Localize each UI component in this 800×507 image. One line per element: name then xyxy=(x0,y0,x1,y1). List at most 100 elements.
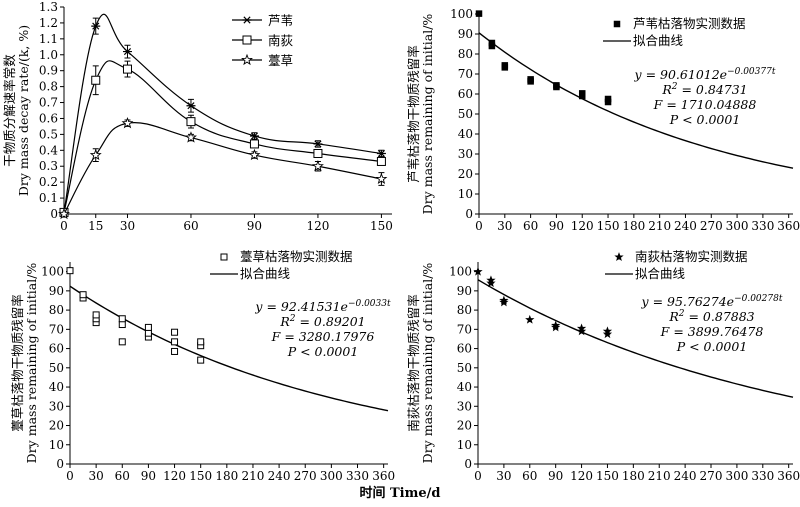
legend-label-points: 南荻枯落物实测数据 xyxy=(635,249,748,264)
x-tick-label: 15 xyxy=(88,219,103,233)
x-tick-label: 270 xyxy=(700,219,723,233)
y-tick-label: 80 xyxy=(49,303,64,317)
y-tick-label: 70 xyxy=(49,322,64,336)
fit-equation-exponent: −0.0033t xyxy=(348,299,391,309)
x-tick-label: 150 xyxy=(596,469,619,483)
legend-label: 薹草 xyxy=(268,53,293,68)
y-axis-title-en: Dry mass remaining of initial/% xyxy=(24,263,39,464)
y-tick-label: 10 xyxy=(49,438,64,452)
fit-curve xyxy=(478,32,794,169)
y-tick-label: 0.2 xyxy=(39,175,58,189)
data-point xyxy=(122,64,132,74)
x-tick-label: 300 xyxy=(726,219,749,233)
y-axis-title-zh: 干物质分解速率常数 xyxy=(2,54,17,167)
y-tick-label: 60 xyxy=(458,87,473,101)
data-point xyxy=(488,39,496,47)
data-point xyxy=(171,328,179,336)
y-tick-label: 40 xyxy=(49,380,64,394)
y-tick-label: 0.1 xyxy=(39,191,58,205)
series-3 xyxy=(58,116,388,220)
fit-equation-base: y = 95.76274e xyxy=(641,294,735,309)
x-tick-label: 90 xyxy=(247,219,262,233)
y-axis-title: 干物质分解速率常数Dry mass decay rate/(k, %) xyxy=(2,25,31,196)
x-tick-label: 270 xyxy=(700,469,723,483)
data-point xyxy=(313,140,323,148)
y-axis-title-en: Dry mass remaining of initial/% xyxy=(420,263,435,464)
x-tick-label: 330 xyxy=(751,469,774,483)
data-point xyxy=(118,321,126,329)
y-tick-label: 50 xyxy=(49,361,64,375)
r-squared-sup: 2 xyxy=(671,82,678,92)
x-tick-label: 90 xyxy=(548,469,563,483)
y-tick-label: 30 xyxy=(458,147,473,161)
y-tick-label: 0.6 xyxy=(39,111,58,125)
data-point xyxy=(311,159,324,172)
y-tick-label: 90 xyxy=(49,284,64,298)
x-tick-label: 120 xyxy=(163,469,186,483)
y-tick-label: 40 xyxy=(457,380,472,394)
x-tick-label: 180 xyxy=(622,469,645,483)
x-tick-label: 360 xyxy=(372,469,395,483)
y-tick-label: 60 xyxy=(457,342,472,356)
data-point xyxy=(501,62,509,69)
data-point xyxy=(313,148,323,158)
fit-stat-line: y = 95.76274e−0.00278t xyxy=(641,294,783,309)
legend-label-curve: 拟合曲线 xyxy=(635,266,686,281)
x-tick-label: 90 xyxy=(141,469,156,483)
x-tick-label: 120 xyxy=(571,219,594,233)
x-tick-label: 60 xyxy=(522,469,537,483)
x-tick-label: 300 xyxy=(320,469,343,483)
legend-label: 南荻 xyxy=(268,33,294,48)
data-point xyxy=(66,267,74,275)
data-point xyxy=(184,131,197,143)
x-tick-label: 210 xyxy=(648,219,671,233)
x-tick-label: 60 xyxy=(523,219,538,233)
data-point xyxy=(118,315,126,323)
x-tick-label: 180 xyxy=(622,219,645,233)
data-point xyxy=(376,149,386,158)
data-point xyxy=(576,323,587,333)
x-tick-label: 150 xyxy=(597,219,620,233)
data-point xyxy=(118,338,126,346)
y-tick-label: 0.5 xyxy=(39,127,58,141)
x-tick-label: 150 xyxy=(189,469,212,483)
y-tick-label: 1.0 xyxy=(39,48,58,62)
r-squared-value: = 0.87883 xyxy=(685,309,755,324)
x-tick-label: 60 xyxy=(115,469,130,483)
x-tick-label: 30 xyxy=(496,469,511,483)
legend-marker xyxy=(614,252,624,261)
y-axis-title-zh: 薹草枯落物干物质残留率 xyxy=(10,294,25,432)
y-tick-label: 60 xyxy=(49,342,64,356)
data-point xyxy=(499,295,509,305)
x-tick-label: 30 xyxy=(88,469,103,483)
x-tick-label: 300 xyxy=(725,469,748,483)
data-point xyxy=(122,48,132,56)
x-tick-label: 360 xyxy=(777,469,800,483)
r-squared-r: R xyxy=(668,309,678,324)
y-tick-label: 70 xyxy=(458,67,473,81)
panel-d-miscanthus-remaining: 0 30 60 90 120 150 180 210 240 270 300 330 360010203… xyxy=(406,249,800,483)
y-axis-title: 南荻枯落物干物质残留率Dry mass remaining of initial… xyxy=(406,263,435,464)
common-x-axis-title: 时间 Time/d xyxy=(359,485,440,501)
y-tick-label: 0 xyxy=(465,207,473,221)
x-tick-label: 0 xyxy=(475,219,483,233)
legend-label-points: 芦苇枯落物实测数据 xyxy=(633,16,746,31)
fit-equation-exponent: −0.00278t xyxy=(734,294,783,304)
fit-stat-line: R2 = 0.89201 xyxy=(279,314,365,329)
x-tick-label: 240 xyxy=(674,219,697,233)
r-squared-sup: 2 xyxy=(678,309,685,319)
data-point xyxy=(486,278,496,288)
data-point xyxy=(121,116,134,129)
x-tick-label: 90 xyxy=(549,219,564,233)
y-tick-label: 20 xyxy=(458,167,473,181)
panel-c-sedge-remaining: 0 30 60 90 120 150 180 210 240 270 300 330 360010203… xyxy=(10,249,395,483)
legend-label-curve: 拟合曲线 xyxy=(633,33,684,48)
legend-marker xyxy=(220,253,228,261)
y-axis-title-zh: 南荻枯落物干物质残留率 xyxy=(406,294,421,432)
data-point xyxy=(144,323,152,331)
y-tick-label: 100 xyxy=(449,265,472,279)
legend-label: 芦苇 xyxy=(268,13,293,28)
fit-stat-line: P < 0.0001 xyxy=(669,112,741,127)
data-point xyxy=(475,10,483,17)
